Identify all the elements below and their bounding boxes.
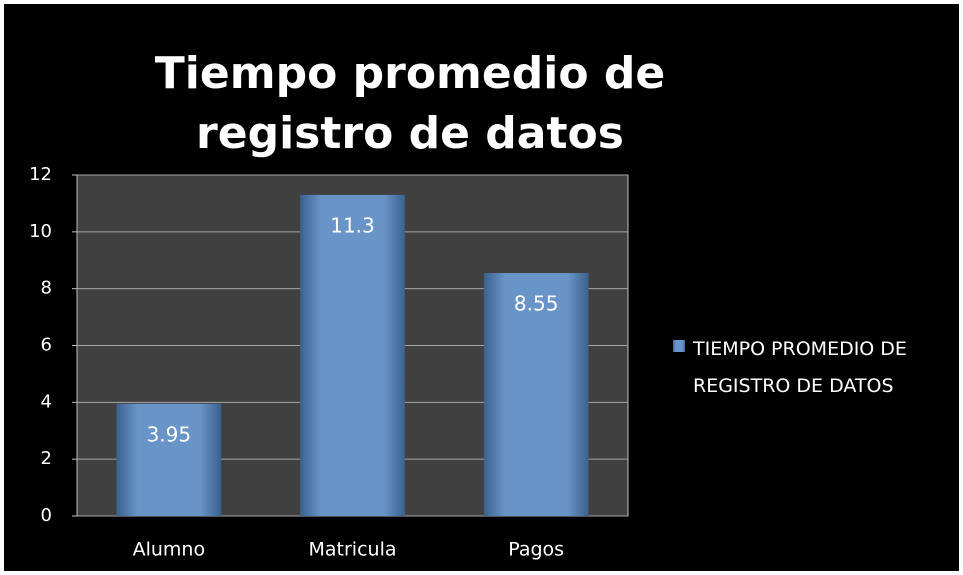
value-label: 11.3 (330, 213, 375, 237)
legend-label: TIEMPO PROMEDIO DE REGISTRO DE DATOS (693, 338, 907, 397)
value-label: 3.95 (147, 422, 192, 446)
y-tick-label: 0 (41, 505, 52, 526)
bar (300, 194, 405, 516)
y-tick-label: 12 (29, 164, 52, 185)
x-tick-label: Matricula (309, 539, 397, 561)
y-tick-label: 8 (41, 278, 52, 299)
legend-marker (673, 340, 685, 352)
x-tick-label: Alumno (133, 539, 206, 561)
y-tick-label: 6 (41, 335, 52, 356)
bar (483, 273, 589, 516)
x-tick-label: Pagos (508, 539, 564, 561)
bar (116, 403, 222, 516)
value-label: 8.55 (514, 292, 559, 316)
y-tick-label: 4 (41, 391, 52, 412)
y-tick-label: 10 (29, 221, 52, 242)
y-tick-label: 2 (41, 448, 52, 469)
chart-title: Tiempo promedio de registro de datos (154, 48, 666, 159)
